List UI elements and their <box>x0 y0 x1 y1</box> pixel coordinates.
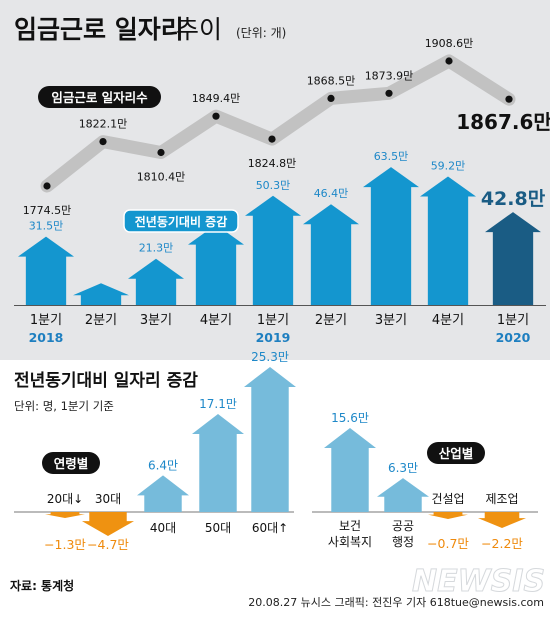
line-legend: 임금근로 일자리수 <box>38 86 161 108</box>
age-category-label: 20대↓ <box>47 492 83 506</box>
industry-bar <box>478 512 526 528</box>
industry-value-label: 6.3만 <box>388 461 418 475</box>
industry-value-label: 15.6만 <box>331 411 369 425</box>
quarterly-bars: 31.5만 21.3만 50.3만 46.4만 63.5만 59.2만 42.8만 <box>18 150 546 305</box>
page-title: 임금근로 일자리 <box>14 15 184 44</box>
age-legend-label: 연령별 <box>54 456 89 471</box>
year-label: 2019 <box>256 330 291 345</box>
jobs-line <box>40 54 516 193</box>
quarter-tick-label: 3분기 <box>375 313 407 328</box>
quarter-tick-label: 1분기 <box>30 313 62 328</box>
quarter-tick-label: 4분기 <box>200 313 232 328</box>
industry-category-label-line1: 보건 <box>339 519 361 533</box>
jobs-point <box>212 112 220 120</box>
industry-category-label-line2: 사회복지 <box>328 535 372 549</box>
age-category-label: 50대 <box>205 521 231 535</box>
age-value-label: 6.4만 <box>148 458 178 472</box>
quarter-bar <box>188 224 244 305</box>
quarter-axis: 1분기 2018 2분기 3분기 4분기 1분기 2019 2분기 3분기 4분기 1분기 2020 <box>14 305 546 345</box>
age-category-label: 60대↑ <box>252 521 288 535</box>
jobs-point <box>505 95 513 103</box>
jobs-value-label: 1873.9만 <box>365 69 414 82</box>
bar-value-label: 63.5만 <box>374 150 409 163</box>
line-legend-label: 임금근로 일자리수 <box>51 90 148 105</box>
age-value-label: −4.7만 <box>87 537 129 552</box>
jobs-point <box>327 94 335 102</box>
age-bar <box>45 512 85 518</box>
source-label: 자료: 통계청 <box>10 578 74 593</box>
section2-unit: 단위: 명, 1분기 기준 <box>14 399 114 413</box>
bar-value-label: 46.4만 <box>314 187 349 200</box>
age-legend: 연령별 <box>42 452 100 474</box>
jobs-point <box>99 138 107 146</box>
quarter-bar <box>73 283 129 305</box>
industry-category-label-line1: 공공 <box>392 519 414 533</box>
age-bar <box>192 413 244 512</box>
jobs-value-label: 1849.4만 <box>192 92 241 105</box>
industry-bar <box>377 478 429 512</box>
quarter-tick-label: 1분기 <box>497 313 529 328</box>
industry-bar <box>324 428 376 512</box>
jobs-value-label: 1822.1만 <box>79 118 128 131</box>
year-label: 2018 <box>29 330 64 345</box>
age-value-label: 17.1만 <box>199 397 237 411</box>
jobs-value-label: 1824.8만 <box>248 157 297 170</box>
bar-legend: 전년동기대비 증감 <box>123 209 239 233</box>
quarter-bar <box>485 212 541 305</box>
jobs-point <box>268 135 276 143</box>
jobs-point <box>385 89 393 97</box>
age-bar <box>244 367 296 512</box>
industry-legend-label: 산업별 <box>439 446 474 461</box>
industry-category-label-line2: 행정 <box>392 534 414 549</box>
quarter-tick-label: 4분기 <box>432 313 464 328</box>
quarter-tick-label: 1분기 <box>257 313 289 328</box>
age-bars: −1.3만 20대↓ −4.7만 30대 6.4만 40대 17.1만 50대 25.3만 60대… <box>44 350 296 552</box>
jobs-value-label: 1868.5만 <box>307 74 356 87</box>
bar-value-label: 59.2만 <box>431 159 466 172</box>
bar-value-label: 31.5만 <box>29 220 64 233</box>
year-label: 2020 <box>496 330 531 345</box>
jobs-value-label: 1908.6만 <box>425 37 474 50</box>
age-bar <box>82 512 134 536</box>
quarter-tick-label: 2분기 <box>315 313 347 328</box>
quarter-bar <box>245 195 301 305</box>
jobs-point <box>445 57 453 65</box>
industry-value-label: −2.2만 <box>481 536 523 551</box>
quarter-bar <box>128 258 184 305</box>
jobs-value-label: 1810.4만 <box>137 171 186 184</box>
industry-category-label: 제조업 <box>485 492 518 506</box>
jobs-value-label: 1774.5만 <box>23 204 72 217</box>
bar-legend-label: 전년동기대비 증감 <box>135 214 228 229</box>
quarter-bar <box>303 204 359 305</box>
section2-title: 전년동기대비 일자리 증감 <box>14 371 198 391</box>
quarter-tick-label: 3분기 <box>140 313 172 328</box>
industry-category-label: 건설업 <box>431 492 464 506</box>
age-value-label: −1.3만 <box>44 537 86 552</box>
bar-value-label: 42.8만 <box>481 188 546 210</box>
jobs-line-labels: 1774.5만 1822.1만 1810.4만 1849.4만 1824.8만 1868.… <box>23 37 550 217</box>
industry-legend: 산업별 <box>427 442 485 464</box>
age-category-label: 30대 <box>95 492 121 506</box>
industry-value-label: −0.7만 <box>427 536 469 551</box>
quarter-bar <box>420 176 476 305</box>
age-value-label: 25.3만 <box>251 350 289 364</box>
jobs-point <box>43 182 51 190</box>
jobs-value-label: 1867.6만 <box>456 110 550 134</box>
watermark-logo: NEWSIS <box>412 564 545 599</box>
age-bar <box>137 475 189 512</box>
credit-line: 20.08.27 뉴시스 그래픽: 전진우 기자 618tue@newsis.c… <box>248 596 544 609</box>
industry-bar <box>428 512 468 519</box>
quarter-bar <box>18 236 74 305</box>
unit-label: (단위: 개) <box>236 26 286 40</box>
bar-value-label: 21.3만 <box>139 242 174 255</box>
page-title-suffix: 추이 <box>176 15 222 44</box>
quarter-bar <box>363 167 419 305</box>
bar-value-label: 50.3만 <box>256 179 291 192</box>
quarter-tick-label: 2분기 <box>85 313 117 328</box>
jobs-point <box>157 148 165 157</box>
age-category-label: 40대 <box>150 521 176 535</box>
